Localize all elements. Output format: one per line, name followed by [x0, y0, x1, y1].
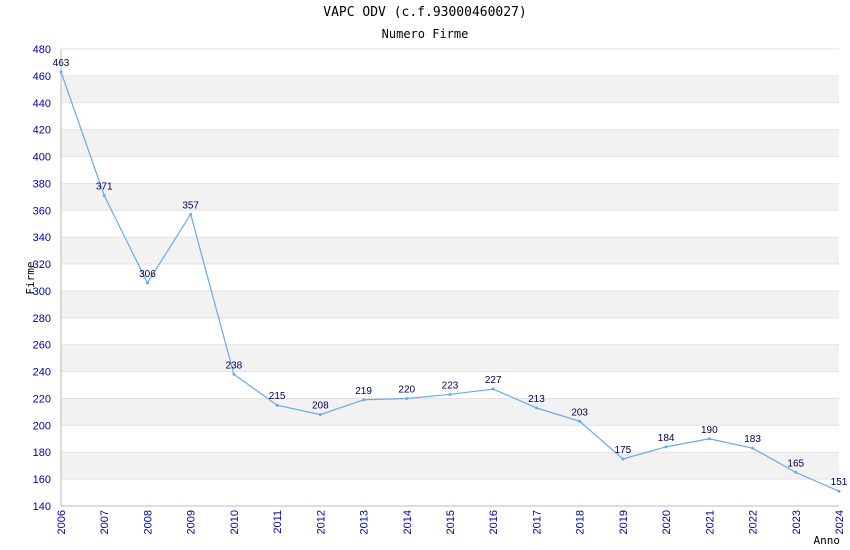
data-point	[837, 489, 841, 493]
y-tick-label: 340	[33, 232, 51, 244]
grid-band	[61, 317, 839, 345]
data-point	[751, 446, 755, 450]
y-tick-label: 320	[33, 259, 51, 271]
data-point	[491, 387, 495, 391]
grid-band	[61, 264, 839, 291]
grid-band	[61, 290, 839, 318]
grid-band	[61, 102, 839, 130]
data-label: 213	[528, 394, 545, 405]
x-tick-label: 2012	[315, 510, 327, 534]
x-tick-label: 2021	[704, 510, 716, 534]
data-point	[578, 419, 582, 423]
grid-band	[61, 344, 839, 372]
data-label: 357	[182, 200, 199, 211]
y-tick-label: 140	[33, 501, 51, 513]
grid-band	[61, 398, 839, 426]
x-tick-label: 2007	[99, 510, 111, 534]
y-tick-label: 180	[33, 447, 51, 459]
y-tick-label: 300	[33, 286, 51, 298]
data-label: 151	[831, 477, 848, 488]
y-tick-label: 440	[33, 98, 51, 110]
x-tick-label: 2017	[531, 510, 543, 534]
data-point	[189, 212, 193, 216]
data-point	[794, 470, 798, 474]
grid-band	[61, 479, 839, 506]
y-tick-label: 460	[33, 71, 51, 83]
y-tick-label: 480	[33, 44, 51, 56]
y-tick-label: 260	[33, 340, 51, 352]
data-point	[534, 406, 538, 410]
data-point	[59, 70, 63, 74]
data-label: 165	[787, 458, 804, 469]
data-label: 203	[571, 407, 588, 418]
data-point	[707, 437, 711, 441]
x-tick-label: 2016	[488, 510, 500, 534]
x-tick-label: 2010	[229, 510, 241, 534]
data-point	[621, 457, 625, 461]
data-point	[145, 281, 149, 285]
y-tick-label: 200	[33, 420, 51, 432]
data-point	[318, 413, 322, 417]
data-point	[664, 445, 668, 449]
x-tick-label: 2009	[186, 510, 198, 534]
data-point	[362, 398, 366, 402]
y-tick-label: 280	[33, 313, 51, 325]
grid-band	[61, 425, 839, 453]
chart-subtitle: Numero Firme	[381, 27, 469, 41]
grid-band	[61, 129, 839, 157]
data-label: 238	[226, 360, 243, 371]
x-tick-label: 2015	[445, 510, 457, 534]
x-tick-label: 2019	[618, 510, 630, 534]
y-tick-label: 420	[33, 125, 51, 137]
data-label: 223	[442, 380, 459, 391]
data-point	[232, 372, 236, 376]
x-tick-label: 2023	[791, 510, 803, 534]
data-label: 371	[96, 182, 113, 193]
y-tick-label: 220	[33, 393, 51, 405]
data-point	[405, 396, 409, 400]
y-tick-label: 400	[33, 152, 51, 164]
x-tick-label: 2014	[402, 510, 414, 534]
data-point	[448, 392, 452, 396]
data-label: 215	[269, 391, 286, 402]
data-point	[275, 403, 279, 407]
data-label: 220	[398, 384, 415, 395]
y-tick-label: 160	[33, 474, 51, 486]
y-axis-label: Firme	[24, 261, 37, 294]
x-tick-label: 2018	[575, 510, 587, 534]
y-tick-label: 380	[33, 178, 51, 190]
grid-band	[61, 156, 839, 184]
grid-band	[61, 49, 839, 76]
grid-band	[61, 183, 839, 211]
x-axis-label: Anno	[814, 534, 841, 547]
data-label: 208	[312, 401, 329, 412]
x-tick-label: 2006	[56, 510, 68, 534]
grid-band	[61, 452, 839, 480]
grid-band	[61, 210, 839, 238]
grid-band	[61, 75, 839, 103]
x-tick-label: 2008	[142, 510, 154, 534]
data-label: 227	[485, 375, 502, 386]
data-label: 190	[701, 425, 718, 436]
data-label: 175	[615, 445, 632, 456]
x-tick-label: 2024	[834, 510, 846, 534]
x-tick-label: 2011	[272, 510, 284, 534]
chart-title: VAPC ODV (c.f.93000460027)	[323, 5, 527, 20]
data-label: 219	[355, 386, 372, 397]
grid-band	[61, 237, 839, 265]
data-label: 184	[658, 433, 675, 444]
x-tick-label: 2020	[661, 510, 673, 534]
data-label: 306	[139, 269, 156, 280]
x-tick-label: 2022	[748, 510, 760, 534]
y-tick-label: 360	[33, 205, 51, 217]
data-point	[102, 194, 106, 198]
data-label: 463	[53, 58, 70, 69]
data-label: 183	[744, 434, 761, 445]
y-tick-label: 240	[33, 367, 51, 379]
x-tick-label: 2013	[359, 510, 371, 534]
